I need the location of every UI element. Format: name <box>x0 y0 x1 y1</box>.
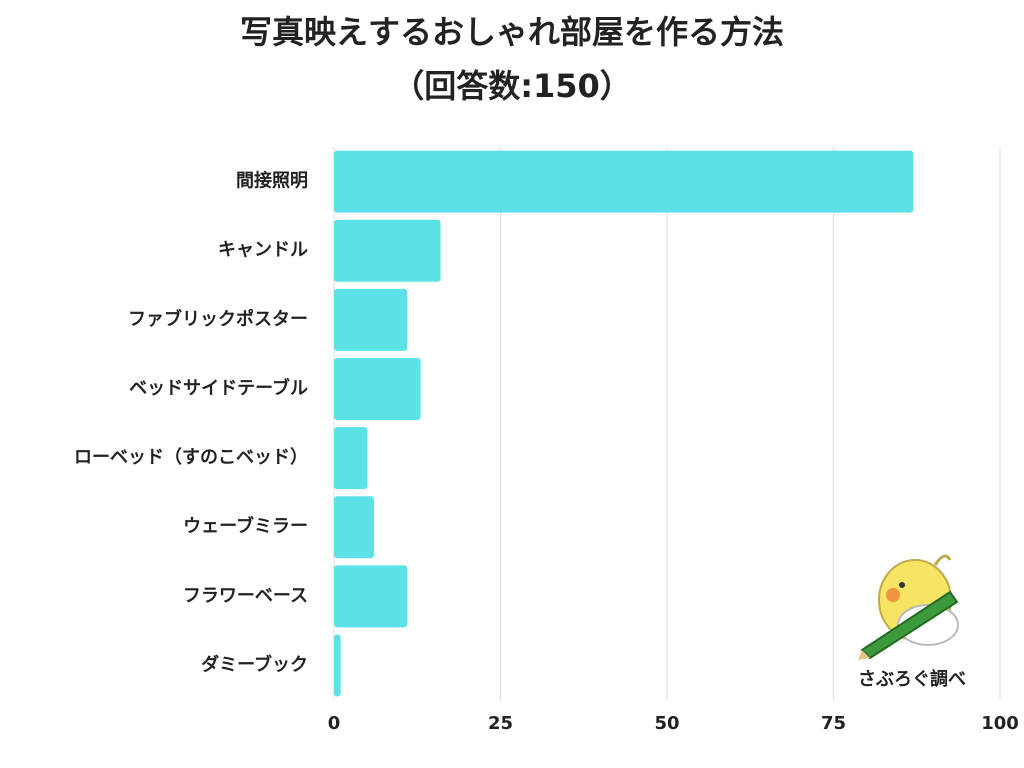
chart-subtitle: （回答数:150） <box>392 67 632 105</box>
y-tick-label: ウェーブミラー <box>183 515 308 537</box>
bar <box>334 219 441 282</box>
bar <box>334 634 341 697</box>
y-tick-label: フラワーベース <box>183 585 308 606</box>
y-tick-label: 間接照明 <box>236 170 308 192</box>
y-tick-label: ベッドサイドテーブル <box>129 377 308 399</box>
bar <box>334 427 368 490</box>
chart-title: 写真映えするおしゃれ部屋を作る方法 <box>240 13 784 51</box>
y-tick-label: ローベッド（すのこベッド） <box>74 447 308 468</box>
annotation: さぶろぐ調べ <box>858 668 966 690</box>
x-tick-label: 25 <box>488 713 513 734</box>
bar <box>334 565 408 628</box>
x-tick-label: 50 <box>654 713 679 734</box>
x-tick-label: 75 <box>821 713 846 734</box>
x-tick-label: 0 <box>328 713 341 734</box>
bar <box>334 288 408 351</box>
y-tick-label: キャンドル <box>218 240 308 261</box>
y-tick-label: ダミーブック <box>201 653 308 675</box>
bar <box>334 150 914 213</box>
bar <box>334 496 374 559</box>
mascot <box>858 554 959 660</box>
x-tick-label: 100 <box>981 713 1019 734</box>
bar <box>334 357 421 420</box>
y-tick-label: ファブリックポスター <box>128 308 308 330</box>
